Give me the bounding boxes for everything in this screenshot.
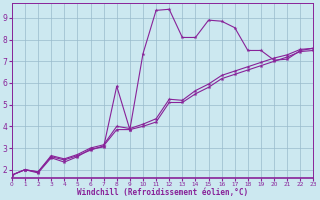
X-axis label: Windchill (Refroidissement éolien,°C): Windchill (Refroidissement éolien,°C) <box>77 188 248 197</box>
